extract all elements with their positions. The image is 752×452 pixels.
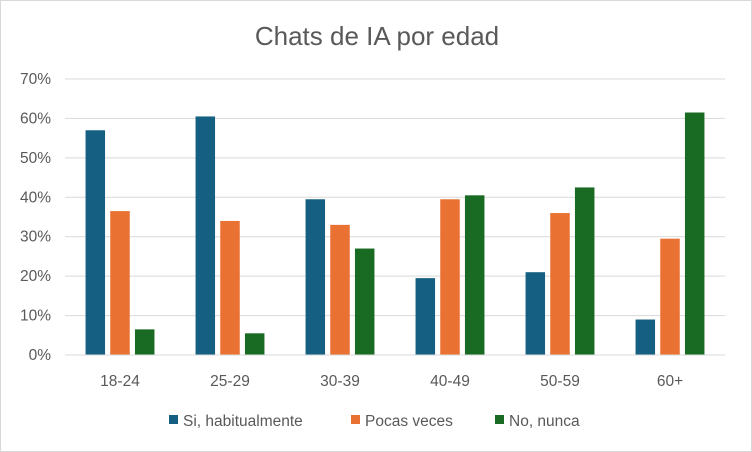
gridlines bbox=[65, 78, 725, 317]
bar-pocas-veces-25-29 bbox=[220, 220, 240, 355]
x-tick-label: 60+ bbox=[657, 373, 683, 390]
x-tick-label: 25-29 bbox=[210, 373, 250, 390]
bar-pocas-veces-60- bbox=[660, 238, 680, 355]
bar-si-habitualmente-18-24 bbox=[85, 130, 106, 355]
legend-label: Si, habitualmente bbox=[183, 413, 303, 430]
bar-no-nunca-50-59 bbox=[574, 187, 595, 355]
bar-si-habitualmente-25-29 bbox=[195, 116, 216, 355]
bars bbox=[85, 112, 705, 355]
bar-pocas-veces-40-49 bbox=[440, 199, 460, 355]
bar-pocas-veces-18-24 bbox=[110, 211, 130, 355]
legend-swatch bbox=[495, 415, 504, 424]
x-tick-label: 50-59 bbox=[540, 373, 580, 390]
bar-no-nunca-18-24 bbox=[134, 329, 155, 355]
legend-swatch bbox=[351, 415, 360, 424]
x-axis-ticks: 18-24 25-29 30-39 40-49 50-59 60+ bbox=[100, 373, 683, 390]
x-tick-label: 30-39 bbox=[320, 373, 360, 390]
bar-no-nunca-60- bbox=[684, 112, 705, 355]
legend: Si, habitualmente Pocas veces No, nunca bbox=[169, 413, 580, 430]
legend-label: No, nunca bbox=[509, 413, 580, 430]
bar-pocas-veces-30-39 bbox=[330, 224, 350, 355]
y-tick-label: 50% bbox=[20, 150, 51, 167]
bar-no-nunca-30-39 bbox=[354, 248, 375, 355]
x-tick-label: 40-49 bbox=[430, 373, 470, 390]
bar-si-habitualmente-40-49 bbox=[415, 278, 436, 355]
chart-title: Chats de IA por edad bbox=[255, 21, 499, 51]
y-tick-label: 0% bbox=[29, 347, 52, 364]
y-tick-label: 20% bbox=[20, 268, 51, 285]
bar-si-habitualmente-30-39 bbox=[305, 199, 326, 355]
legend-label: Pocas veces bbox=[365, 413, 453, 430]
y-tick-label: 60% bbox=[20, 110, 51, 127]
legend-swatch bbox=[169, 415, 178, 424]
x-tick-label: 18-24 bbox=[100, 373, 140, 390]
y-tick-label: 70% bbox=[20, 71, 51, 88]
bar-no-nunca-25-29 bbox=[244, 333, 265, 355]
y-tick-label: 40% bbox=[20, 189, 51, 206]
bar-si-habitualmente-50-59 bbox=[525, 272, 546, 355]
y-tick-label: 10% bbox=[20, 308, 51, 325]
bar-si-habitualmente-60- bbox=[635, 319, 656, 355]
bar-no-nunca-40-49 bbox=[464, 195, 485, 355]
y-tick-label: 30% bbox=[20, 229, 51, 246]
y-axis-ticks: 0% 10% 20% 30% 40% 50% 60% 70% bbox=[20, 71, 51, 364]
bar-pocas-veces-50-59 bbox=[550, 213, 570, 355]
